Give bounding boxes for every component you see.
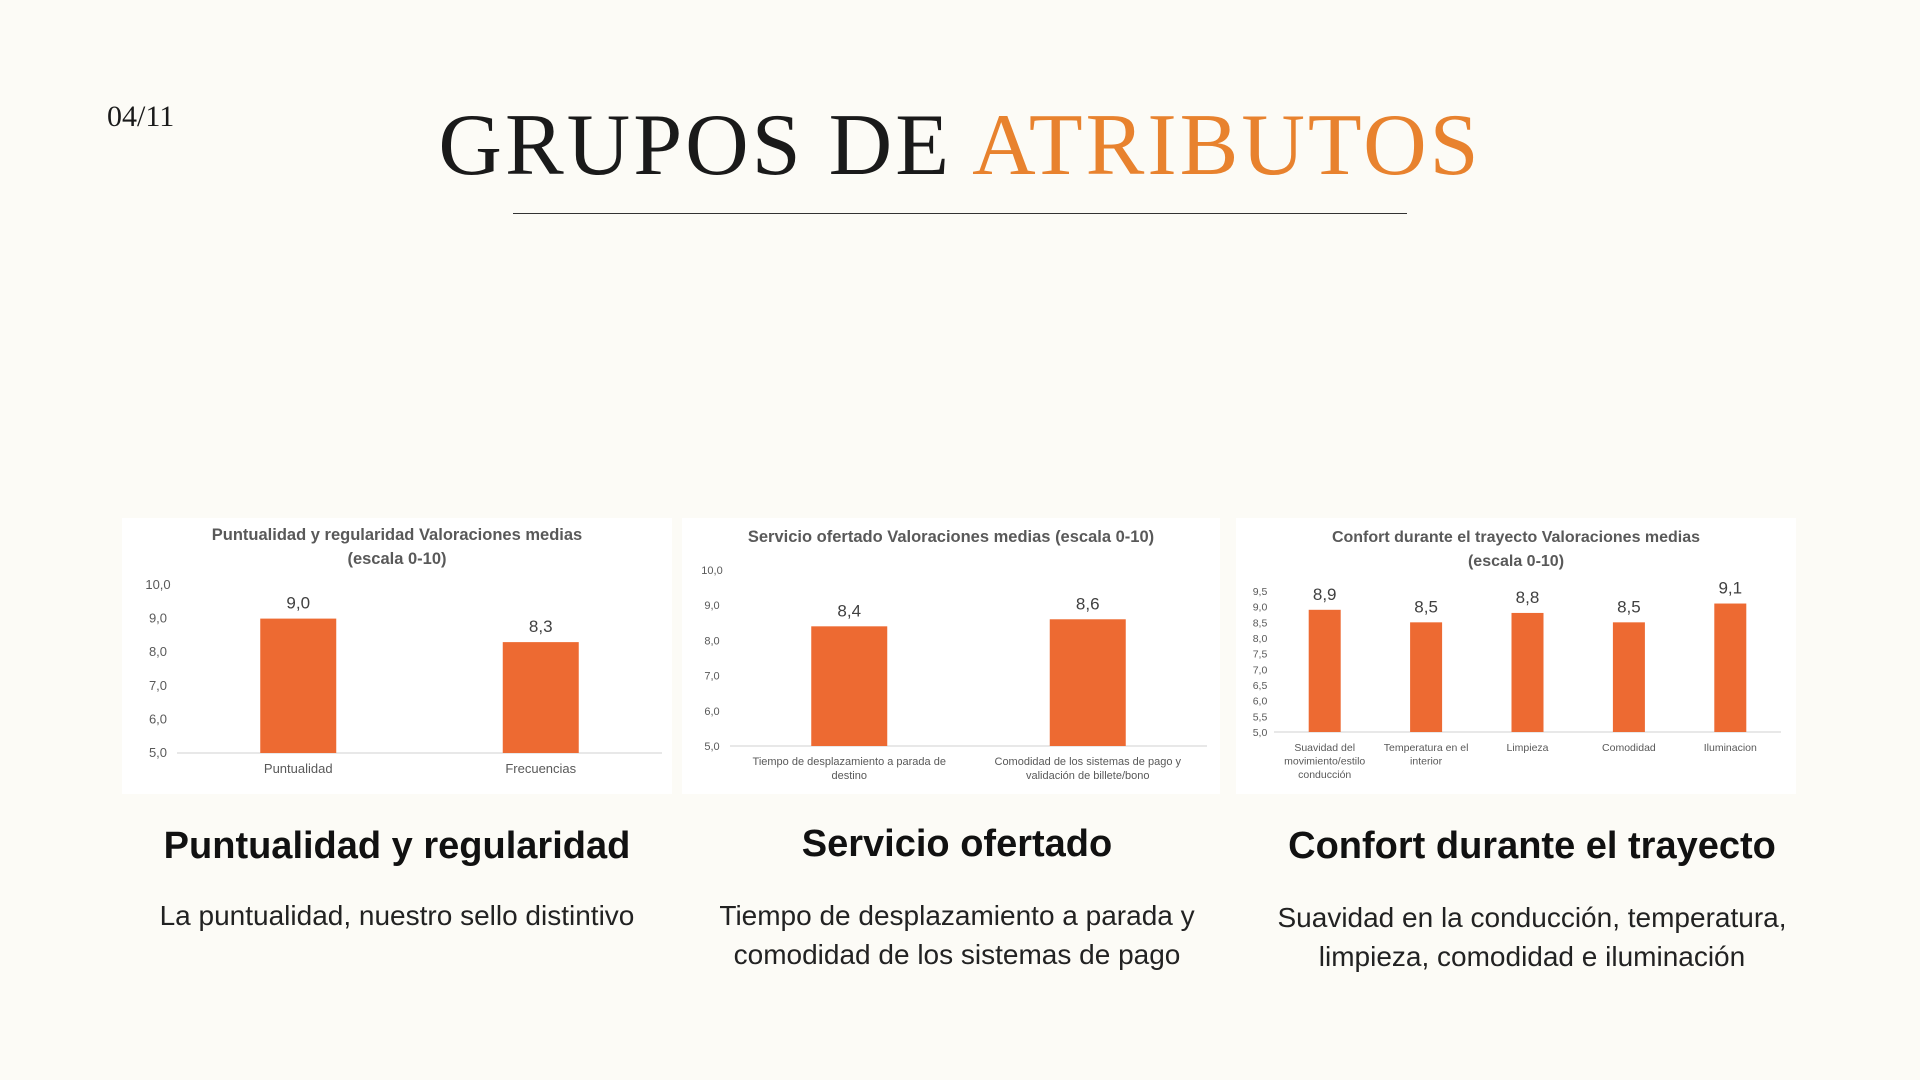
- category-label: Puntualidad: [264, 761, 333, 776]
- chart-title: (escala 0-10): [347, 550, 446, 568]
- category-label: Comodidad de los sistemas de pago y: [995, 756, 1182, 768]
- y-tick-label: 9,0: [1253, 602, 1268, 614]
- y-tick-label: 6,0: [704, 706, 719, 718]
- category-label: destino: [832, 770, 867, 782]
- category-label: conducción: [1298, 769, 1351, 781]
- bar-5: [1714, 603, 1747, 732]
- group-description-puntualidad: La puntualidad, nuestro sello distintivo: [159, 900, 635, 931]
- data-label: 9,0: [286, 594, 310, 613]
- title-main: GRUPOS DE: [438, 97, 973, 194]
- category-label: validación de billete/bono: [1026, 770, 1150, 782]
- bar-1: [1308, 609, 1341, 732]
- page-title: GRUPOS DE ATRIBUTOS: [0, 95, 1920, 196]
- data-label: 8,9: [1313, 585, 1337, 604]
- chart-title: Servicio ofertado Valoraciones medias (e…: [748, 528, 1154, 546]
- y-tick-label: 9,5: [1253, 586, 1268, 598]
- bar-2: [1049, 619, 1126, 746]
- data-label: 9,1: [1718, 579, 1742, 598]
- bar-2: [1410, 622, 1443, 732]
- chart-title: Confort durante el trayecto Valoraciones…: [1332, 529, 1700, 546]
- y-tick-label: 6,0: [1253, 696, 1268, 708]
- page-number: 04/11: [107, 100, 175, 133]
- y-tick-label: 7,0: [704, 671, 719, 683]
- category-label: movimiento/estilo: [1284, 756, 1365, 768]
- category-label: Frecuencias: [505, 761, 576, 776]
- group-description-servicio: Tiempo de desplazamiento a parada y como…: [719, 900, 1195, 970]
- y-tick-label: 9,0: [704, 600, 719, 612]
- bar-1: [260, 618, 337, 753]
- chart-title: Puntualidad y regularidad Valoraciones m…: [212, 526, 582, 544]
- data-label: 8,4: [837, 601, 861, 620]
- y-tick-label: 5,0: [704, 741, 719, 753]
- y-tick-label: 7,0: [149, 678, 167, 693]
- category-label: Comodidad: [1602, 742, 1656, 754]
- y-tick-label: 8,0: [704, 635, 719, 647]
- category-label: interior: [1410, 756, 1443, 768]
- y-tick-label: 10,0: [701, 565, 722, 577]
- y-tick-label: 5,5: [1253, 711, 1268, 723]
- category-label: Tiempo de desplazamiento a parada de: [753, 756, 946, 768]
- y-tick-label: 10,0: [145, 577, 170, 592]
- y-tick-label: 8,5: [1253, 617, 1268, 629]
- y-tick-label: 6,5: [1253, 680, 1268, 692]
- chart-card-puntualidad: Puntualidad y regularidad Valoraciones m…: [122, 518, 672, 794]
- y-tick-label: 7,5: [1253, 649, 1268, 661]
- bar-4: [1612, 622, 1645, 732]
- chart-puntualidad: Puntualidad y regularidad Valoraciones m…: [145, 526, 662, 776]
- bar-1: [811, 626, 888, 746]
- category-label: Suavidad del: [1294, 742, 1355, 754]
- data-label: 8,5: [1414, 597, 1438, 616]
- y-tick-label: 8,0: [149, 644, 167, 659]
- y-tick-label: 6,0: [149, 711, 167, 726]
- y-tick-label: 5,0: [149, 745, 167, 760]
- chart-title: (escala 0-10): [1468, 553, 1564, 570]
- group-heading-puntualidad: Puntualidad y regularidad: [163, 825, 631, 867]
- bar-3: [1511, 612, 1544, 732]
- title-divider: [513, 213, 1407, 214]
- data-label: 8,5: [1617, 597, 1641, 616]
- y-tick-label: 8,0: [1253, 633, 1268, 645]
- group-heading-confort: Confort durante el trayecto: [1288, 825, 1776, 867]
- title-accent: ATRIBUTOS: [972, 97, 1482, 194]
- data-label: 8,8: [1516, 588, 1540, 607]
- category-label: Temperatura en el: [1384, 742, 1469, 754]
- data-label: 8,3: [529, 617, 553, 636]
- chart-card-confort: Confort durante el trayecto Valoraciones…: [1236, 518, 1796, 794]
- chart-card-servicio: Servicio ofertado Valoraciones medias (e…: [682, 518, 1220, 794]
- group-heading-servicio: Servicio ofertado: [801, 823, 1113, 865]
- category-label: Limpieza: [1506, 742, 1548, 754]
- group-description-confort: Suavidad en la conducción, temperatura, …: [1277, 902, 1787, 972]
- bar-2: [502, 642, 579, 753]
- data-label: 8,6: [1076, 594, 1100, 613]
- category-label: Iluminacion: [1704, 742, 1757, 754]
- y-tick-label: 9,0: [149, 611, 167, 626]
- chart-confort: Confort durante el trayecto Valoraciones…: [1253, 529, 1781, 781]
- y-tick-label: 5,0: [1253, 727, 1268, 739]
- chart-servicio: Servicio ofertado Valoraciones medias (e…: [701, 528, 1207, 782]
- y-tick-label: 7,0: [1253, 664, 1268, 676]
